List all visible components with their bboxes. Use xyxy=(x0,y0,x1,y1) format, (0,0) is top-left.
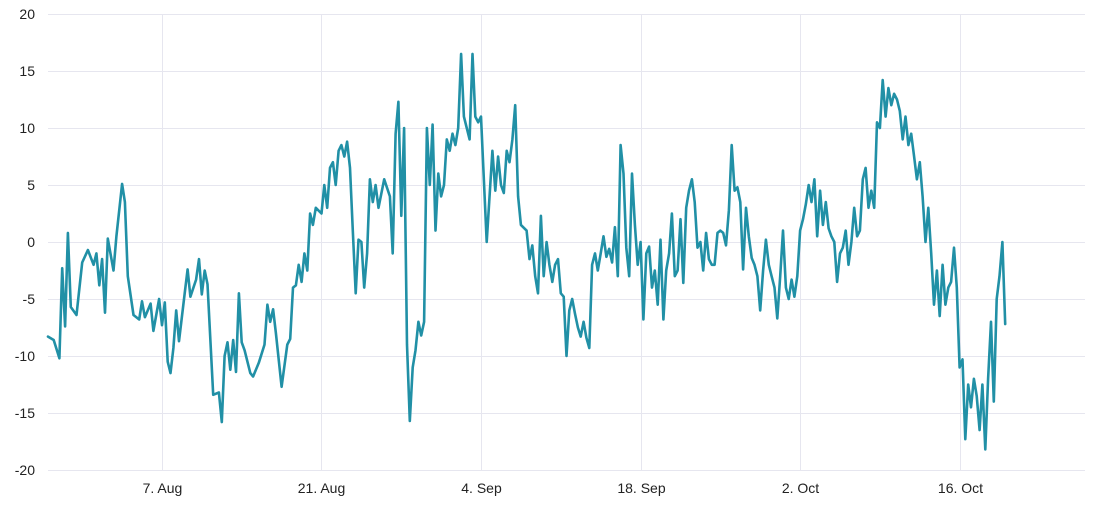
x-tick-label: 4. Sep xyxy=(461,480,502,496)
x-axis: 7. Aug 21. Aug 4. Sep 18. Sep 2. Oct 16. Oct xyxy=(143,480,984,496)
y-tick-label: 5 xyxy=(27,177,35,193)
y-tick-label: -5 xyxy=(23,291,36,307)
series-line xyxy=(46,52,1007,451)
y-tick-label: -10 xyxy=(15,348,35,364)
y-tick-label: 15 xyxy=(19,63,35,79)
x-tick-label: 7. Aug xyxy=(143,480,183,496)
y-tick-label: 0 xyxy=(27,234,35,250)
series-layer xyxy=(46,52,1007,451)
y-tick-label: 10 xyxy=(19,120,35,136)
y-tick-label: -15 xyxy=(15,405,35,421)
y-tick-label: 20 xyxy=(19,6,35,22)
y-axis: 20 15 10 5 0 -5 -10 -15 -20 xyxy=(15,6,35,478)
x-tick-label: 21. Aug xyxy=(298,480,346,496)
x-tick-label: 16. Oct xyxy=(938,480,983,496)
y-tick-label: -20 xyxy=(15,462,35,478)
x-tick-label: 2. Oct xyxy=(782,480,819,496)
x-tick-label: 18. Sep xyxy=(617,480,665,496)
